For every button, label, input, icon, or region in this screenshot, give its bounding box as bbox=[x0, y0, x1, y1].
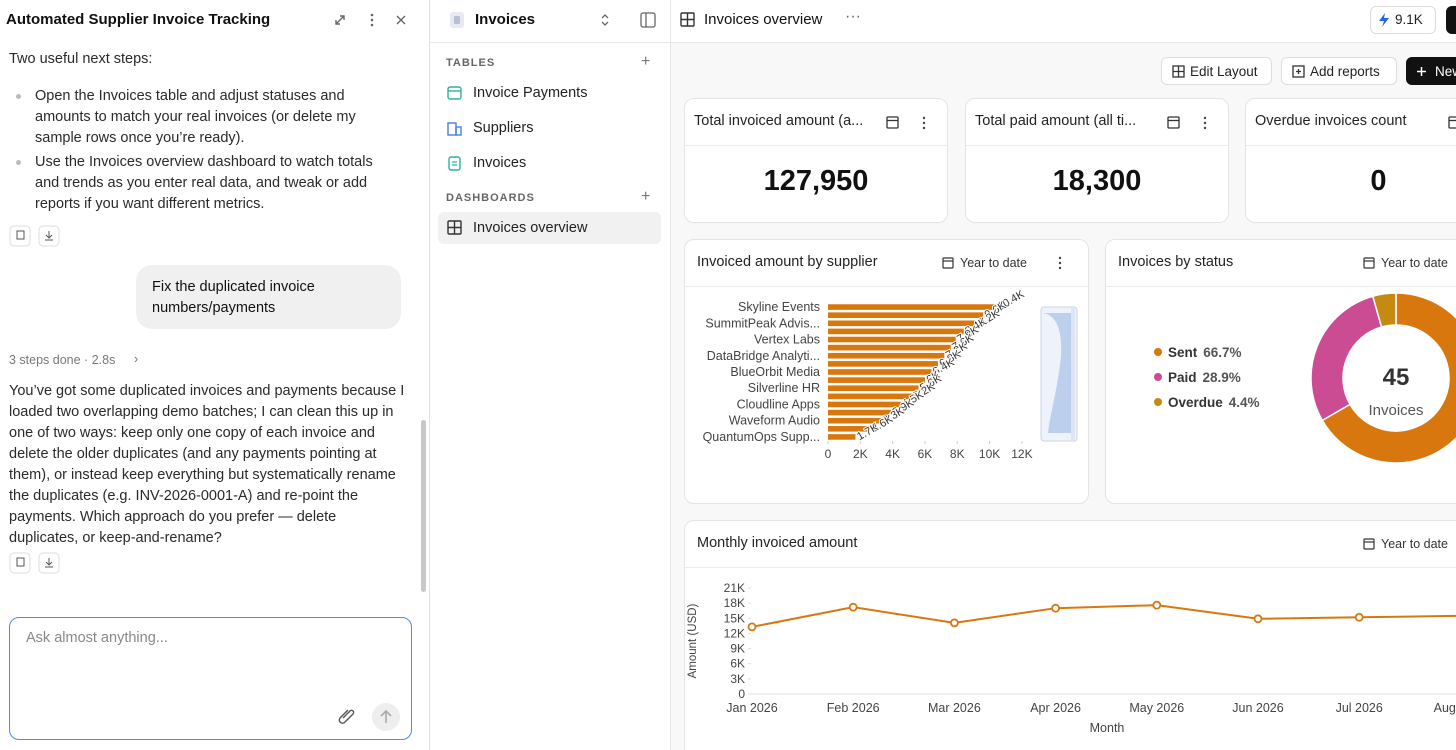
section-heading: TABLES bbox=[446, 57, 496, 69]
input-placeholder: Ask almost anything... bbox=[26, 630, 168, 646]
bullet bbox=[16, 160, 21, 165]
sidebar-controls[interactable] bbox=[597, 10, 661, 30]
table-icons bbox=[447, 86, 462, 171]
credits: 9.1K bbox=[1395, 12, 1423, 27]
selected-item-bg bbox=[438, 212, 661, 244]
chat-actions[interactable] bbox=[330, 10, 415, 30]
scrollbar[interactable] bbox=[421, 420, 426, 592]
chat-intro: Two useful next steps: bbox=[9, 51, 153, 67]
user-message: Fix the duplicated invoice numbers/payme… bbox=[152, 279, 315, 316]
divider bbox=[685, 286, 1088, 287]
add-button[interactable]: + bbox=[641, 188, 651, 205]
chart-card[interactable]: Monthly invoiced amount Year to date bbox=[684, 520, 1456, 750]
dashboard-icon bbox=[447, 220, 462, 235]
steps-status[interactable]: 3 steps done · 2.8s bbox=[9, 353, 116, 367]
kpi-card[interactable]: Total invoiced amount (a... 127,950 bbox=[684, 98, 948, 223]
chevron: › bbox=[134, 352, 139, 366]
bolt-icon bbox=[1379, 13, 1389, 27]
section-heading: DASHBOARDS bbox=[446, 192, 535, 204]
user-bubble bbox=[136, 265, 401, 329]
sidebar-item[interactable]: Invoices bbox=[473, 155, 527, 171]
kpi-title: Total paid amount (all ti... bbox=[975, 113, 1137, 129]
app-icon bbox=[450, 12, 464, 28]
divider bbox=[1246, 145, 1456, 146]
date-range[interactable]: Year to date bbox=[1381, 537, 1448, 551]
kpi-value: 0 bbox=[1370, 165, 1387, 197]
add-button[interactable]: + bbox=[641, 53, 651, 70]
dashboard-icon bbox=[680, 12, 695, 27]
scroll-minimap[interactable] bbox=[1038, 305, 1080, 447]
input-actions[interactable] bbox=[334, 702, 404, 732]
divider bbox=[685, 145, 947, 146]
chart-title: Monthly invoiced amount bbox=[697, 535, 858, 551]
message-actions[interactable] bbox=[9, 552, 65, 574]
button-icons bbox=[1172, 65, 1426, 78]
kpi-value: 18,300 bbox=[1052, 165, 1142, 197]
sidebar-item[interactable]: Invoices overview bbox=[473, 220, 588, 236]
sidebar bbox=[430, 0, 671, 750]
chart-title: Invoiced amount by supplier bbox=[697, 254, 878, 270]
message-actions[interactable] bbox=[9, 225, 65, 247]
divider bbox=[1106, 286, 1456, 287]
chat-title: Automated Supplier Invoice Tracking bbox=[6, 11, 271, 28]
kpi-card[interactable]: Total paid amount (all ti... 18,300 bbox=[965, 98, 1229, 223]
bullet bbox=[16, 94, 21, 99]
kpi-card[interactable]: Overdue invoices count 0 bbox=[1245, 98, 1456, 223]
kpi-value: 127,950 bbox=[763, 165, 869, 197]
date-range[interactable]: Year to date bbox=[960, 256, 1027, 270]
app-name[interactable]: Invoices bbox=[475, 11, 536, 28]
kpi-title: Total invoiced amount (a... bbox=[694, 113, 864, 129]
date-range[interactable]: Year to date bbox=[1381, 256, 1448, 270]
assistant-reply: You’ve got some duplicated invoices and … bbox=[9, 383, 405, 546]
divider bbox=[966, 145, 1228, 146]
kpi-card-icons[interactable] bbox=[884, 114, 1456, 132]
new-button[interactable]: New bbox=[1406, 57, 1456, 85]
chat-panel bbox=[0, 0, 430, 750]
page-title: Invoices overview bbox=[704, 11, 823, 28]
chart-title: Invoices by status bbox=[1118, 254, 1234, 270]
header-divider bbox=[430, 42, 1456, 43]
chat-bullet: Use the Invoices overview dashboard to w… bbox=[35, 154, 373, 212]
chat-input[interactable] bbox=[9, 617, 412, 740]
top-black-button[interactable] bbox=[1446, 6, 1456, 34]
kpi-title: Overdue invoices count bbox=[1255, 113, 1407, 129]
chart-card-icons[interactable] bbox=[940, 255, 1456, 555]
more-menu[interactable]: ··· bbox=[845, 8, 861, 25]
divider bbox=[685, 567, 1456, 568]
sidebar-item[interactable]: Invoice Payments bbox=[473, 85, 588, 101]
sidebar-item[interactable]: Suppliers bbox=[473, 120, 534, 136]
chat-bullet: Open the Invoices table and adjust statu… bbox=[35, 88, 356, 146]
